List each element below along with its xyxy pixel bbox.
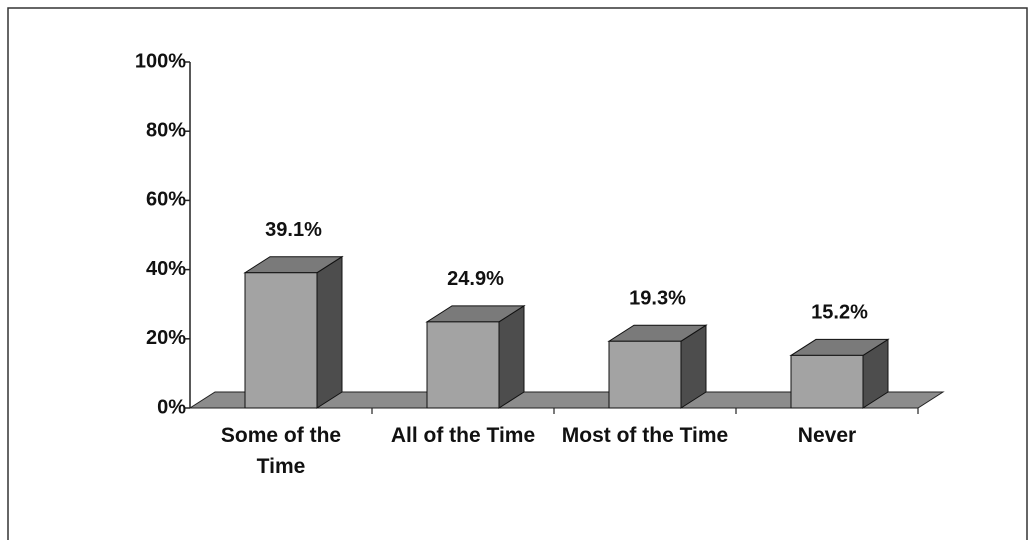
bar-front bbox=[608, 340, 682, 409]
x-tick-label: Most of the Time bbox=[561, 424, 729, 447]
y-tick-label: 100% bbox=[135, 50, 186, 72]
y-tick-label: 20% bbox=[146, 327, 186, 349]
bar bbox=[607, 324, 708, 409]
x-tick-label: Some of the Time bbox=[220, 424, 342, 478]
x-tick-label: All of the Time bbox=[390, 424, 536, 447]
x-tick-label: Never bbox=[797, 424, 857, 447]
bar-front bbox=[426, 321, 500, 409]
bar-front bbox=[790, 354, 864, 409]
bar bbox=[789, 338, 890, 409]
value-label: 19.3% bbox=[629, 288, 686, 310]
y-tick-label: 40% bbox=[146, 258, 186, 280]
bar-side bbox=[498, 304, 525, 409]
bar-front bbox=[244, 272, 318, 409]
y-tick-label: 80% bbox=[146, 119, 186, 141]
frame bbox=[7, 7, 1028, 540]
value-label: 24.9% bbox=[447, 268, 504, 290]
y-tick-label: 60% bbox=[146, 189, 186, 211]
bar bbox=[425, 304, 526, 409]
value-label: 39.1% bbox=[265, 219, 322, 241]
y-tick-label: 0% bbox=[157, 396, 186, 418]
bar-side bbox=[316, 255, 343, 409]
bar bbox=[243, 255, 344, 409]
value-label: 15.2% bbox=[811, 302, 868, 324]
